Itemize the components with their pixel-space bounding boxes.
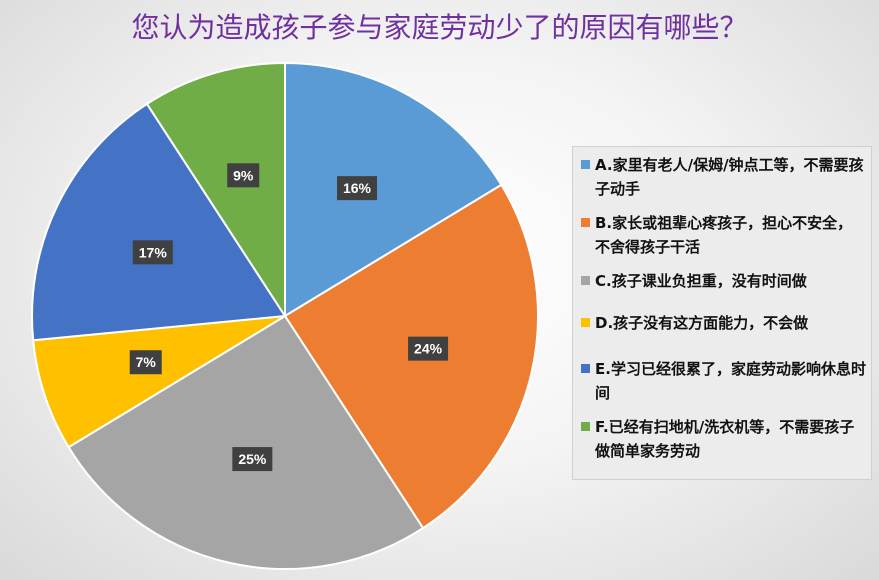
legend-swatch-b: [581, 218, 590, 227]
data-label-box-a: [337, 176, 378, 201]
pie-slice-d: [32, 315, 286, 449]
data-label-box-b: [408, 336, 449, 361]
pie-slice-c: [67, 314, 425, 570]
legend-swatch-e: [581, 364, 590, 373]
legend-item-f: F.已经有扫地机/洗衣机等，不需要孩子做简单家务劳动: [581, 415, 867, 463]
pie-slice-f: [145, 61, 286, 320]
data-label-c: 25%: [238, 451, 267, 467]
data-label-d: 7%: [136, 354, 157, 370]
data-label-f: 9%: [233, 167, 254, 183]
data-label-box-f: [227, 163, 260, 188]
legend-label-a: A.家里有老人/保姆/钟点工等，不需要孩子动手: [595, 156, 864, 198]
legend-label-b: B.家长或祖辈心疼孩子，担心不安全，不舍得孩子干活: [595, 214, 853, 256]
data-label-box-d: [129, 350, 162, 375]
pie-slice-e: [31, 102, 287, 342]
data-label-box-c: [232, 447, 273, 472]
legend-label-f: F.已经有扫地机/洗衣机等，不需要孩子做简单家务劳动: [595, 418, 855, 460]
legend-swatch-c: [581, 276, 590, 285]
chart-legend: A.家里有老人/保姆/钟点工等，不需要孩子动手 B.家长或祖辈心疼孩子，担心不安…: [572, 146, 872, 480]
legend-swatch-a: [581, 160, 590, 169]
legend-label-d: D.孩子没有这方面能力，不会做: [595, 314, 809, 332]
legend-item-b: B.家长或祖辈心疼孩子，担心不安全，不舍得孩子干活: [581, 211, 867, 259]
data-label-b: 24%: [414, 341, 443, 357]
data-label-box-e: [132, 240, 173, 265]
legend-item-d: D.孩子没有这方面能力，不会做: [581, 311, 867, 335]
legend-item-e: E.学习已经很累了，家庭劳动影响休息时间: [581, 357, 867, 405]
data-label-a: 16%: [343, 180, 372, 196]
legend-item-c: C.孩子课业负担重，没有时间做: [581, 269, 867, 293]
legend-swatch-f: [581, 422, 590, 431]
legend-item-a: A.家里有老人/保姆/钟点工等，不需要孩子动手: [581, 153, 867, 201]
chart-title: 您认为造成孩子参与家庭劳动少了的原因有哪些？: [131, 11, 748, 44]
legend-swatch-d: [581, 318, 590, 327]
data-label-e: 17%: [139, 244, 168, 260]
pie-slice-a: [284, 61, 503, 318]
legend-label-e: E.学习已经很累了，家庭劳动影响休息时间: [595, 360, 866, 402]
legend-label-c: C.孩子课业负担重，没有时间做: [595, 272, 807, 290]
